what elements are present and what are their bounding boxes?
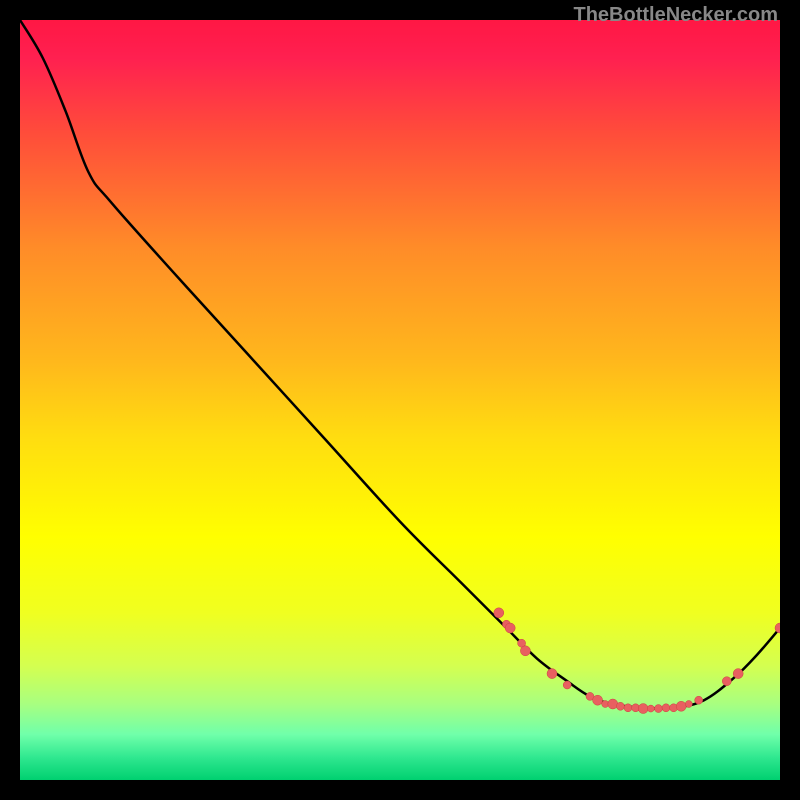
plot-area	[20, 20, 780, 780]
chart-svg	[20, 20, 780, 780]
data-marker	[608, 699, 618, 709]
data-marker	[520, 646, 530, 656]
data-marker	[616, 702, 624, 710]
data-marker	[624, 704, 632, 712]
watermark-text: TheBottleNecker.com	[573, 4, 778, 27]
data-marker	[676, 701, 686, 711]
data-marker	[647, 705, 654, 712]
data-marker	[654, 705, 662, 713]
data-marker	[685, 701, 692, 708]
data-marker	[563, 681, 571, 689]
data-marker	[722, 677, 731, 686]
data-marker	[547, 669, 557, 679]
bottleneck-chart: TheBottleNecker.com	[0, 0, 800, 800]
data-marker	[593, 695, 603, 705]
data-marker	[638, 704, 648, 714]
gradient-background	[20, 20, 780, 780]
data-marker	[695, 696, 703, 704]
data-marker	[494, 608, 504, 618]
data-marker	[662, 704, 670, 712]
data-marker	[505, 623, 515, 633]
data-marker	[733, 669, 743, 679]
